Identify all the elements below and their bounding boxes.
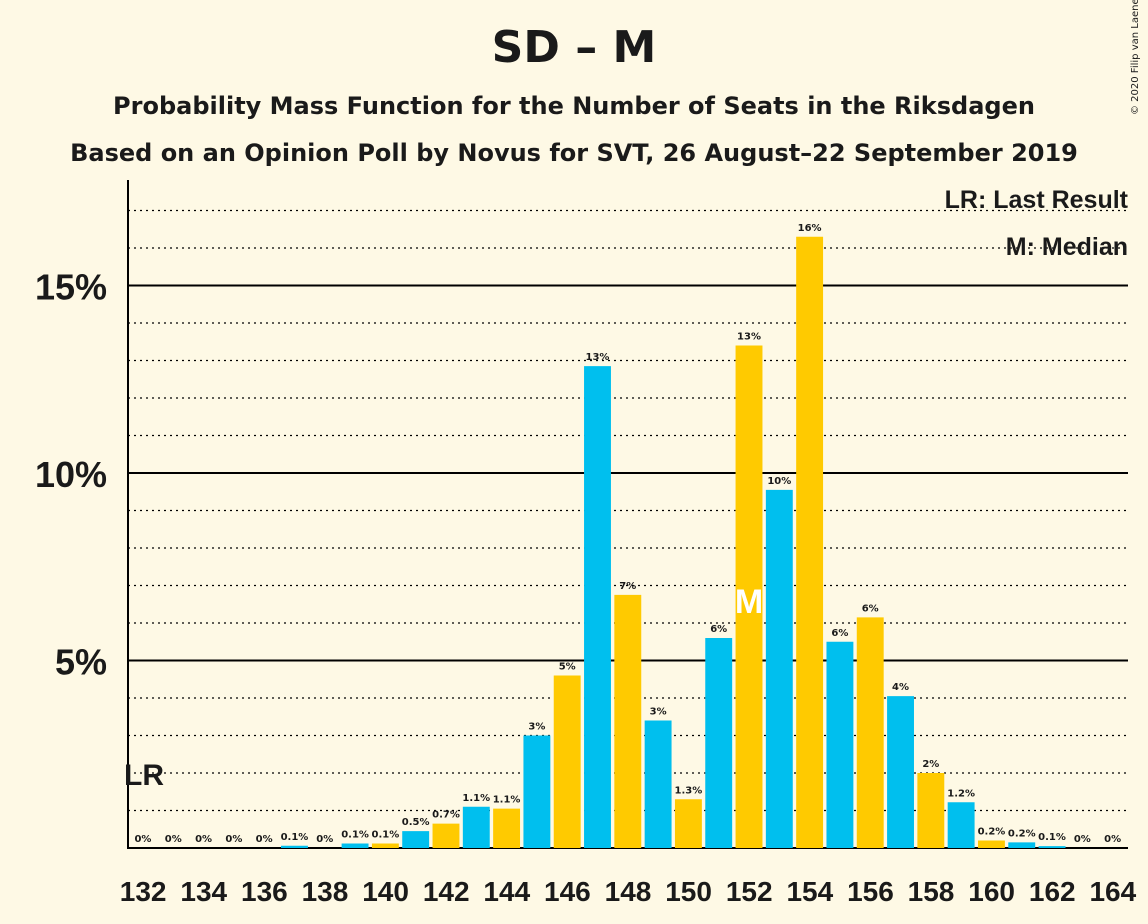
- bar-seat-143: [462, 806, 490, 848]
- x-tick-label: 146: [544, 876, 591, 907]
- x-tick-label: 140: [362, 876, 409, 907]
- chart-subtitle: Probability Mass Function for the Number…: [113, 92, 1035, 120]
- x-tick-label: 144: [483, 876, 530, 907]
- bar-seat-147: [584, 366, 611, 848]
- bar-seat-150: [674, 799, 702, 848]
- x-tick-label: 132: [120, 876, 167, 907]
- bar-value-label: 6%: [831, 628, 848, 639]
- x-tick-label: 156: [847, 876, 894, 907]
- bar-seat-162: [1038, 846, 1066, 848]
- x-tick-label: 148: [605, 876, 652, 907]
- bar-value-label: 1.1%: [493, 795, 521, 806]
- bar-seat-149: [644, 720, 672, 848]
- bar-seat-139: [341, 843, 369, 848]
- bar-value-label: 2%: [922, 759, 939, 770]
- bar-value-label: 6%: [710, 624, 727, 635]
- bar-value-label: 5%: [559, 662, 576, 673]
- bar-value-label: 13%: [586, 352, 610, 363]
- bar-value-label: 10%: [767, 476, 791, 487]
- bar-value-label: 0%: [165, 834, 182, 845]
- x-tick-label: 162: [1029, 876, 1076, 907]
- bar-value-label: 0%: [316, 834, 333, 845]
- bar-seat-160: [977, 840, 1005, 848]
- bar-value-label: 0.2%: [978, 827, 1006, 838]
- bar-seat-144: [493, 808, 521, 848]
- bar-value-label: 0.5%: [402, 817, 430, 828]
- x-tick-label: 150: [665, 876, 712, 907]
- x-tick-label: 158: [908, 876, 955, 907]
- last-result-marker: LR: [124, 759, 164, 792]
- bar-seat-155: [826, 641, 854, 848]
- bar-value-label: 16%: [798, 223, 822, 234]
- bar-seat-153: [765, 489, 793, 848]
- legend-median: M: Median: [1005, 233, 1128, 261]
- bar-value-label: 0%: [195, 834, 212, 845]
- bar-value-label: 0%: [256, 834, 273, 845]
- bar-value-label: 3%: [528, 722, 545, 733]
- bar-value-label: 0.1%: [372, 830, 400, 841]
- bar-value-label: 0%: [134, 834, 151, 845]
- bar-value-label: 0.1%: [341, 830, 369, 841]
- bar-value-label: 0.1%: [281, 832, 309, 843]
- bar-seat-151: [705, 638, 733, 848]
- bar-seat-145: [523, 735, 551, 848]
- legend-last-result: LR: Last Result: [944, 186, 1128, 214]
- bar-seat-140: [371, 843, 399, 848]
- bar-value-label: 0.2%: [1008, 828, 1036, 839]
- bar-value-label: 4%: [892, 682, 909, 693]
- bar-seat-159: [947, 802, 975, 848]
- bar-seat-137: [281, 845, 308, 848]
- y-tick-label: 10%: [35, 454, 107, 495]
- bar-value-label: 7%: [619, 581, 636, 592]
- x-tick-label: 138: [302, 876, 349, 907]
- chart-subtitle-poll: Based on an Opinion Poll by Novus for SV…: [70, 139, 1078, 167]
- x-tick-label: 164: [1089, 876, 1136, 907]
- bar-seat-156: [856, 617, 884, 848]
- bar-value-label: 0.1%: [1038, 832, 1066, 843]
- bar-seat-161: [1008, 842, 1036, 848]
- x-tick-label: 142: [423, 876, 470, 907]
- bar-value-label: 1.2%: [947, 788, 975, 799]
- bar-seat-146: [553, 675, 581, 848]
- x-tick-label: 136: [241, 876, 288, 907]
- bar-seat-142: [432, 823, 460, 848]
- bar-seat-141: [402, 831, 430, 848]
- x-tick-label: 154: [786, 876, 833, 907]
- y-tick-label: 15%: [35, 267, 107, 308]
- bar-seat-158: [917, 773, 945, 848]
- bar-seat-157: [887, 696, 914, 848]
- bar-value-label: 0%: [1074, 834, 1091, 845]
- x-tick-label: 134: [180, 876, 227, 907]
- bar-value-label: 0%: [225, 834, 242, 845]
- bar-seat-154: [796, 236, 824, 848]
- bar-value-label: 1.3%: [675, 785, 703, 796]
- bar-value-label: 6%: [862, 603, 879, 614]
- bar-value-label: 0.7%: [432, 810, 460, 821]
- bar-value-label: 0%: [1104, 834, 1121, 845]
- bar-value-label: 3%: [650, 707, 667, 718]
- bar-value-label: 13%: [737, 332, 761, 343]
- bar-value-label: 1.1%: [462, 793, 490, 804]
- chart-title: SD – M: [491, 22, 657, 73]
- y-tick-label: 5%: [55, 642, 107, 683]
- x-tick-label: 160: [968, 876, 1015, 907]
- bar-seat-148: [614, 594, 642, 848]
- x-tick-label: 152: [726, 876, 773, 907]
- bar-seat-152: [735, 345, 763, 848]
- median-marker: M: [735, 583, 763, 621]
